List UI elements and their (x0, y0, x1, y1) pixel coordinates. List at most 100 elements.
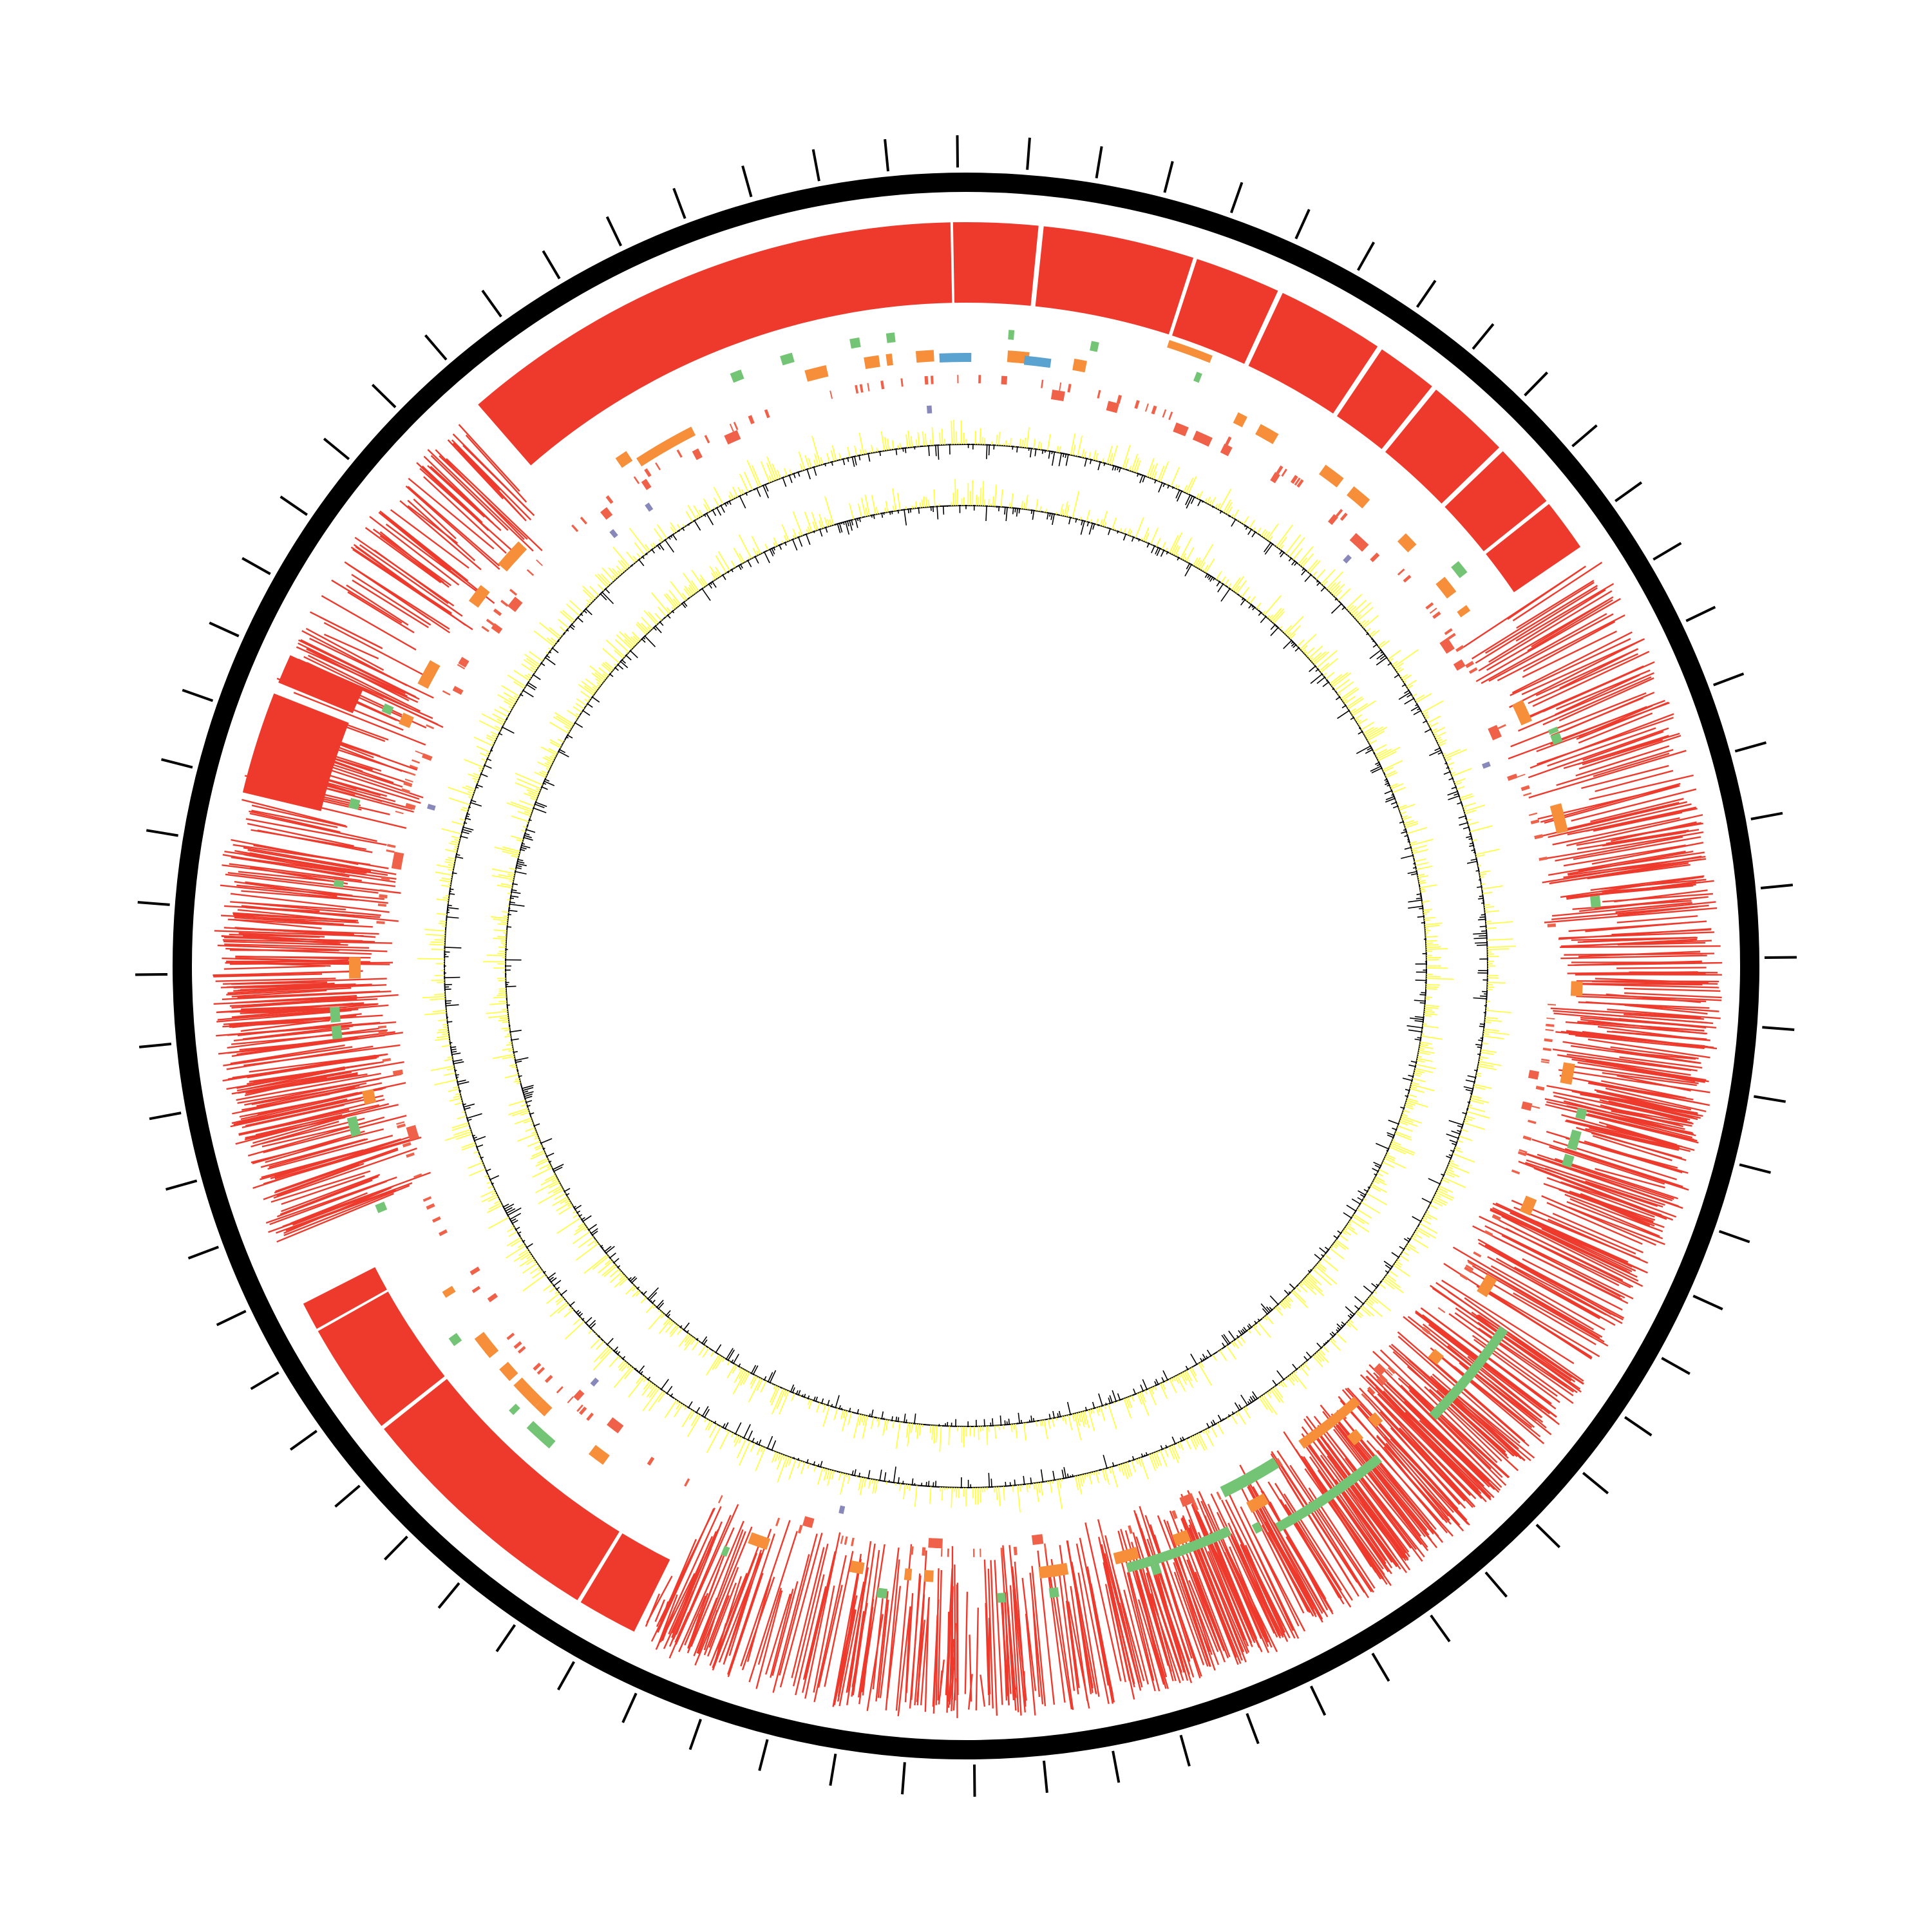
tick-mark (829, 1754, 837, 1786)
synteny-line (687, 1569, 720, 1654)
synteny-line (292, 1193, 374, 1226)
synteny-line (1140, 1528, 1193, 1683)
synteny-line (1207, 1503, 1269, 1647)
feature-mark (471, 1285, 481, 1293)
synteny-line-track (213, 424, 1723, 1718)
synteny-line (233, 856, 397, 880)
feature-mark (1528, 1070, 1540, 1080)
synteny-line (413, 498, 457, 540)
synteny-line (237, 1078, 380, 1104)
feature-mark (1575, 1108, 1587, 1120)
synteny-line (1408, 1359, 1526, 1461)
synteny-line (230, 901, 346, 911)
synteny-line (1605, 1087, 1707, 1113)
synteny-line (987, 1568, 994, 1709)
feature-mark (844, 1536, 848, 1545)
synteny-line (1560, 945, 1721, 949)
feature-mark (644, 468, 652, 477)
tick-mark (758, 1739, 769, 1771)
synteny-line (262, 754, 421, 804)
synteny-line (1542, 676, 1652, 726)
synteny-line (365, 527, 442, 583)
synteny-line (1497, 614, 1625, 681)
synteny-line (1508, 699, 1665, 760)
synteny-line (1077, 1572, 1100, 1697)
tick-mark (1653, 542, 1682, 561)
feature-mark (1097, 390, 1101, 399)
synteny-line (792, 1543, 829, 1687)
synteny-line (1150, 1524, 1193, 1659)
synteny-line (724, 1549, 762, 1661)
synteny-line (1488, 613, 1614, 682)
synteny-line (261, 783, 390, 816)
synteny-line (1025, 1613, 1036, 1716)
synteny-line (1554, 674, 1640, 716)
tick-mark (1734, 741, 1767, 753)
feature-mark (1335, 509, 1343, 517)
tick-mark (334, 1484, 361, 1508)
feature-mark (539, 1432, 556, 1449)
feature-mark (1387, 1366, 1396, 1374)
synteny-line (1558, 677, 1654, 722)
synteny-line (1607, 1009, 1721, 1019)
feature-mark (1151, 405, 1157, 415)
synteny-line (214, 930, 364, 937)
synteny-line (347, 591, 415, 634)
synteny-line (452, 433, 530, 511)
feature-mark (930, 375, 934, 384)
tick-mark (1179, 1734, 1191, 1767)
synteny-block (1385, 389, 1500, 504)
synteny-line (230, 1095, 366, 1128)
synteny-line (654, 1599, 665, 1622)
synteny-line (220, 914, 359, 923)
feature-mark (379, 889, 388, 892)
synteny-line (1564, 1148, 1683, 1188)
synteny-line (245, 818, 387, 846)
synteny-line (1564, 1193, 1663, 1233)
synteny-line (274, 1142, 391, 1177)
synteny-line (1459, 568, 1582, 651)
synteny-line (245, 789, 407, 829)
synteny-line (728, 1580, 754, 1656)
tick-mark (605, 216, 623, 247)
feature-mark (399, 712, 414, 728)
feature-mark (750, 415, 755, 424)
synteny-line (709, 1573, 748, 1666)
feature-mark (684, 1478, 690, 1487)
feature-mark (448, 1332, 462, 1347)
feature-mark (775, 1517, 781, 1526)
synteny-line (1550, 1007, 1701, 1019)
feature-mark (849, 337, 861, 349)
feature-mark (972, 1548, 975, 1557)
synteny-line (645, 1593, 660, 1627)
synteny-line (1084, 1522, 1122, 1681)
synteny-line (213, 996, 358, 1005)
synteny-line (268, 720, 402, 772)
synteny-line (241, 1034, 385, 1053)
synteny-line (1542, 661, 1655, 713)
tick-mark (1535, 1524, 1561, 1548)
feature-mark (641, 478, 652, 490)
synteny-line (1575, 1034, 1705, 1050)
synteny-line (1328, 1496, 1385, 1576)
synteny-line (285, 1189, 396, 1231)
synteny-line (223, 905, 320, 913)
feature-mark (513, 1378, 530, 1394)
synteny-line (245, 1095, 384, 1127)
synteny-line (1563, 938, 1698, 948)
feature-mark (493, 608, 502, 616)
synteny-line (1498, 1219, 1634, 1288)
feature-mark (500, 600, 509, 607)
feature-run (1126, 1526, 1232, 1573)
feature-mark (904, 1568, 913, 1581)
synteny-line (266, 738, 394, 784)
feature-mark (484, 1345, 499, 1358)
feature-mark (1072, 358, 1087, 373)
synteny-line (1405, 1401, 1490, 1482)
tick-mark (542, 250, 561, 279)
feature-mark (1251, 1521, 1263, 1534)
synteny-line (236, 927, 354, 935)
synteny-line (707, 1582, 737, 1657)
synteny-line (242, 1104, 345, 1128)
synteny-line (225, 947, 372, 955)
